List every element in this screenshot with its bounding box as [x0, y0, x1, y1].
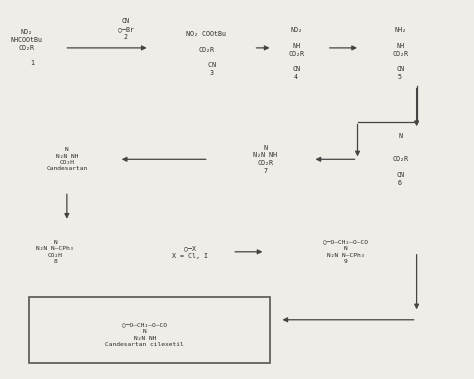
- Bar: [29, 297, 270, 363]
- Text: NO₂
NHCOOtBu
CO₂R

   1: NO₂ NHCOOtBu CO₂R 1: [11, 30, 43, 66]
- Text: CN
○─Br
2: CN ○─Br 2: [118, 18, 134, 40]
- Text: NO₂

NH
CO₂R

CN
4: NO₂ NH CO₂R CN 4: [288, 27, 304, 80]
- Text: ○─O–CH₂–O–CO
N
N₂N N–CPh₃
9: ○─O–CH₂–O–CO N N₂N N–CPh₃ 9: [323, 240, 368, 264]
- Text: ○─O–CH₂–O–CO
N
N₂N NH
Candesartan cilexetil: ○─O–CH₂–O–CO N N₂N NH Candesartan cilexe…: [106, 323, 184, 347]
- Text: ○─X
X = Cl, I: ○─X X = Cl, I: [172, 245, 208, 259]
- Text: NO₂ COOtBu

CO₂R

   CN
   3: NO₂ COOtBu CO₂R CN 3: [186, 31, 226, 76]
- Text: N


CO₂R

CN
6: N CO₂R CN 6: [392, 133, 408, 186]
- Text: NH₂

NH
CO₂R

CN
5: NH₂ NH CO₂R CN 5: [392, 27, 408, 80]
- Text: N
N₂N NH
CO₂H
Candesartan: N N₂N NH CO₂H Candesartan: [46, 147, 88, 171]
- Text: N
N₂N NH
CO₂R
7: N N₂N NH CO₂R 7: [254, 145, 277, 174]
- Text: N
N₂N N–CPh₃
CO₂H
8: N N₂N N–CPh₃ CO₂H 8: [36, 240, 74, 264]
